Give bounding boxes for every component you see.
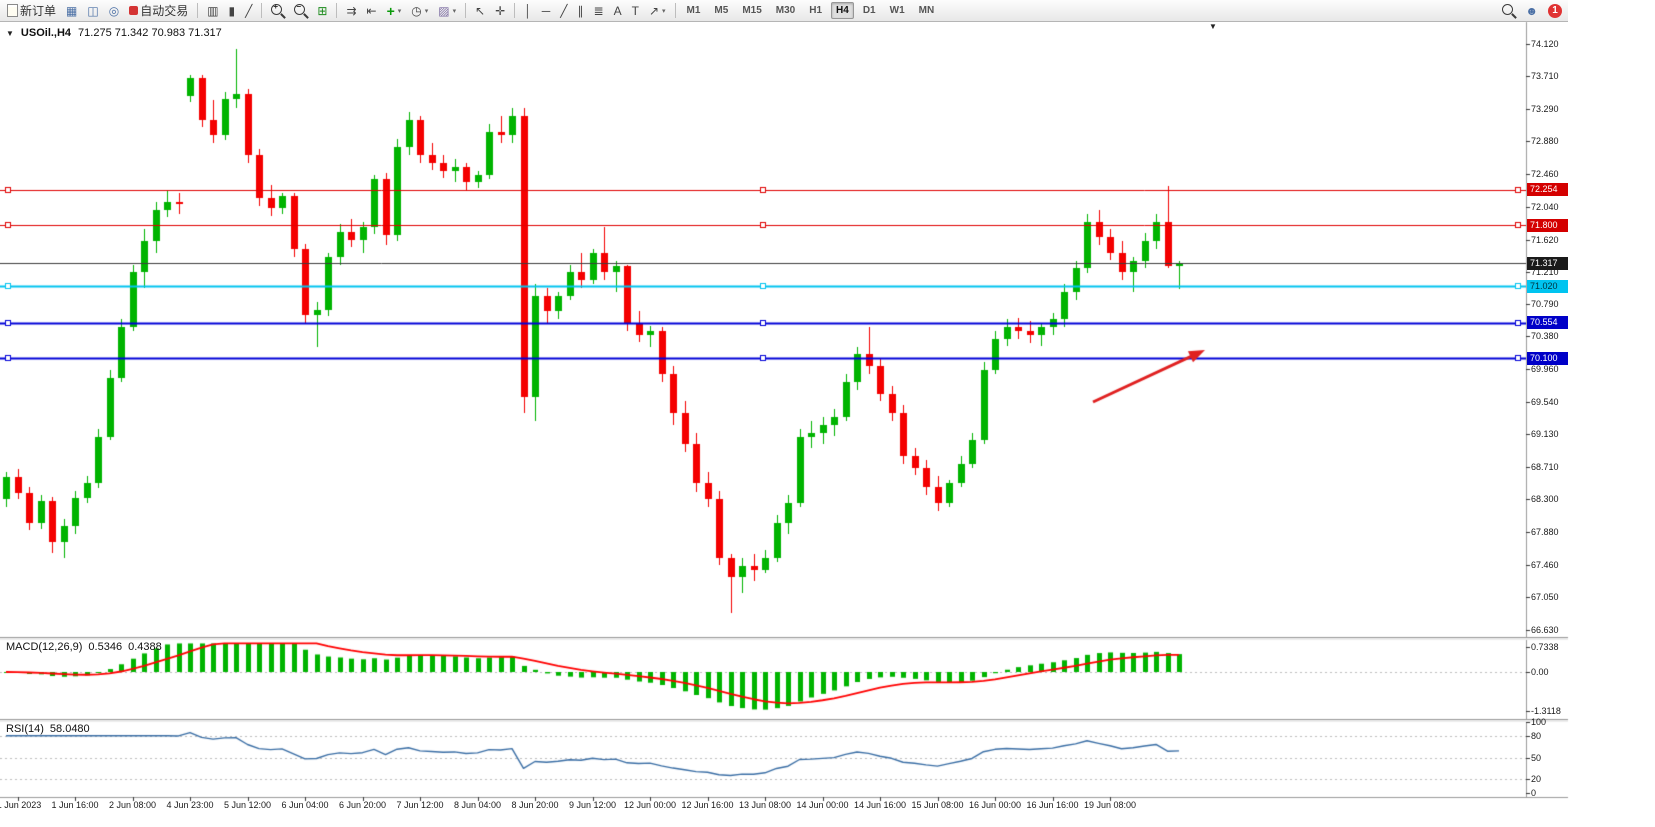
timeframe-button-h1[interactable]: H1 <box>809 5 823 16</box>
zoom-out-button[interactable]: − <box>290 1 311 21</box>
line-chart-button[interactable]: ╱ <box>245 3 253 18</box>
label-button[interactable]: T <box>631 3 639 18</box>
indicators-button[interactable]: + ▾ <box>386 2 402 19</box>
chevron-down-icon: ▾ <box>452 7 457 15</box>
toolbar-separator <box>197 3 199 18</box>
periods-button[interactable]: ◷ ▾ <box>411 3 429 18</box>
vertical-line-button[interactable]: │ <box>524 3 532 18</box>
toolbar-separator <box>336 3 338 18</box>
timeframe-button-d1[interactable]: D1 <box>862 5 876 16</box>
crosshair-button[interactable]: ✛ <box>495 3 506 18</box>
profile-button[interactable]: ☻ <box>1525 3 1538 18</box>
toolbar-separator <box>465 3 467 18</box>
timeframe-button-m15[interactable]: M15 <box>742 5 762 16</box>
templates-button[interactable]: ▨ ▾ <box>438 3 457 18</box>
zoom-in-button[interactable]: + <box>267 1 288 21</box>
chevron-down-icon: ▾ <box>397 7 402 15</box>
notification-badge[interactable]: 1 <box>1548 3 1562 18</box>
timeframe-button-m1[interactable]: M1 <box>686 5 701 16</box>
toolbar-separator <box>674 3 676 18</box>
market-watch-icon[interactable]: ▦ <box>66 3 78 18</box>
data-window-icon[interactable]: ◫ <box>87 3 99 18</box>
doc-icon <box>7 4 18 17</box>
candlestick-chart-button[interactable]: ▮ <box>228 3 236 18</box>
timeframe-button-mn[interactable]: MN <box>918 5 935 16</box>
toolbar-separator <box>261 3 263 18</box>
chevron-down-icon: ▾ <box>424 7 429 15</box>
horizontal-line-button[interactable]: ─ <box>541 3 551 18</box>
autotrading-button[interactable]: 自动交易 <box>125 1 192 21</box>
fibonacci-button[interactable]: ≣ <box>593 3 604 18</box>
navigator-icon[interactable]: ◎ <box>108 3 120 18</box>
timeframe-button-w1[interactable]: W1 <box>889 5 905 16</box>
auto-scroll-button[interactable]: ⇉ <box>346 3 357 18</box>
timeframe-button-h4[interactable]: H4 <box>831 2 854 19</box>
new-order-button[interactable]: 新订单 <box>3 1 60 21</box>
trendline-button[interactable]: ╱ <box>560 3 568 18</box>
tile-windows-button[interactable]: ⊞ <box>317 3 328 18</box>
chart-shift-button[interactable]: ⇤ <box>366 3 377 18</box>
arrows-button[interactable]: ↗ ▾ <box>648 3 666 18</box>
magnifier-icon: + <box>271 3 283 15</box>
stop-icon <box>129 6 139 15</box>
search-button[interactable] <box>1498 1 1519 21</box>
magnifier-icon <box>1502 4 1514 15</box>
text-button[interactable]: A <box>613 3 622 18</box>
channel-button[interactable]: ∥ <box>577 3 584 18</box>
chevron-down-icon: ▾ <box>662 7 666 15</box>
timeframe-button-m30[interactable]: M30 <box>775 5 796 16</box>
cursor-button[interactable]: ↖ <box>475 3 486 18</box>
magnifier-icon: − <box>294 3 306 15</box>
toolbar: 新订单 ▦ ◫ ◎ 自动交易 ▥ ▮ ╱ + − ⊞ ⇉ ⇤ + ▾ ◷ ▾ ▨ ▾ ↖ ✛ │ ─ ╱ ∥ ≣ A T ↗ ▾ M1 M5 M… <box>0 0 1568 22</box>
bar-chart-button[interactable]: ▥ <box>207 3 219 18</box>
timeframe-button-m5[interactable]: M5 <box>714 5 729 16</box>
toolbar-separator <box>514 3 516 18</box>
